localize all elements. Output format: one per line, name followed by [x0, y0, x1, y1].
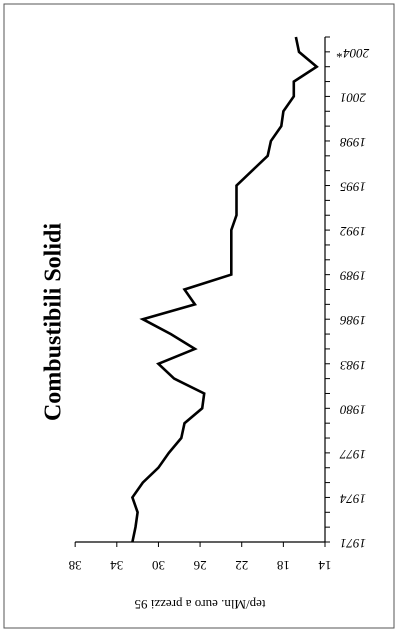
chart-title: Combustibili Solidi — [41, 223, 67, 421]
axes: 1971 1974 1977 1980 1983 1986 1989 1992 1995 1998… — [69, 36, 369, 573]
x-tick-label: 2004* — [336, 46, 369, 61]
x-tick-label: 1971 — [340, 536, 366, 551]
series — [130, 36, 319, 543]
x-tick-label: 1980 — [340, 402, 367, 417]
x-tick-label: 1995 — [340, 180, 367, 195]
x-tick-label: 1989 — [340, 269, 367, 284]
y-tick-label: 14 — [318, 558, 332, 573]
x-tick-label: 2001 — [340, 90, 366, 105]
y-tick-label: 22 — [235, 558, 248, 573]
y-tick-label: 34 — [110, 558, 124, 573]
x-tick-label: 1992 — [340, 224, 367, 239]
y-tick-label: 26 — [193, 558, 207, 573]
y-tick-label: 38 — [69, 558, 82, 573]
x-tick-label: 1986 — [340, 313, 367, 328]
x-tick-label: 1977 — [340, 447, 367, 462]
y-tick-label: 30 — [152, 558, 165, 573]
x-tick-label: 1974 — [340, 491, 367, 506]
y-tick-label: 18 — [277, 558, 290, 573]
chart-frame — [3, 3, 395, 629]
y-axis-label: tep/Mln. euro a prezzi 95 — [134, 597, 265, 612]
x-tick-label: 1998 — [340, 135, 367, 150]
x-tick-label: 1983 — [340, 358, 367, 373]
